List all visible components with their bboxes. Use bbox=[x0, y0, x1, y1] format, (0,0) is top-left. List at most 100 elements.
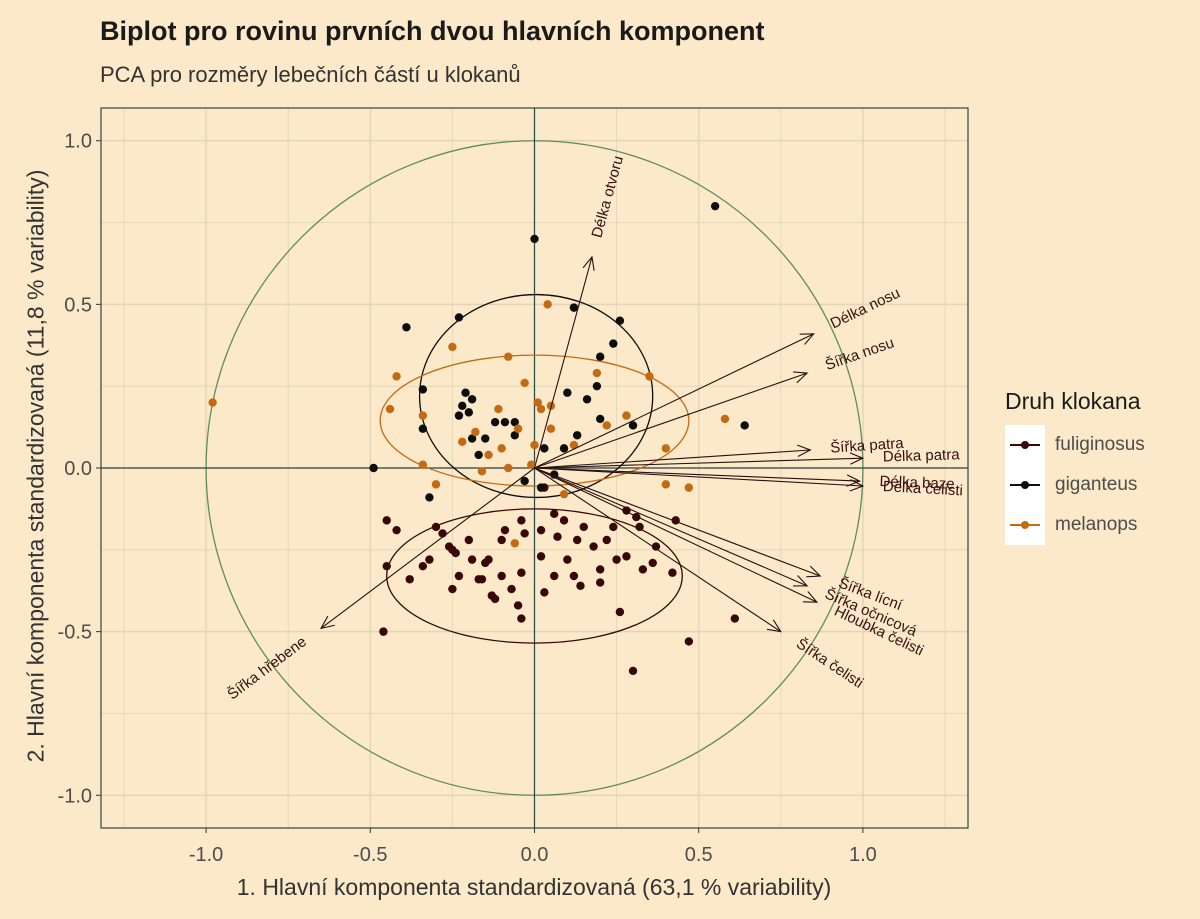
point-fuliginosus bbox=[451, 548, 460, 558]
arrow-shaft bbox=[534, 333, 814, 469]
y-tick-label: 1.0 bbox=[64, 131, 92, 153]
point-melanops bbox=[569, 440, 579, 450]
x-tick-label: 0.5 bbox=[685, 844, 713, 866]
arrow-shaft bbox=[534, 467, 860, 482]
arrow-head bbox=[319, 615, 335, 630]
loading-arrows bbox=[319, 255, 865, 633]
point-melanops bbox=[504, 463, 513, 473]
chart-title: Biplot pro rovinu prvních dvou hlavních … bbox=[100, 16, 765, 46]
point-fuliginosus bbox=[550, 571, 559, 581]
x-tick-label: -0.5 bbox=[353, 844, 387, 866]
point-melanops bbox=[504, 352, 513, 361]
point-giganteus bbox=[418, 424, 428, 433]
point-fuliginosus bbox=[382, 561, 391, 571]
loading-arrow bbox=[534, 333, 815, 469]
loading-arrow bbox=[534, 371, 809, 469]
point-giganteus bbox=[418, 385, 428, 394]
point-melanops bbox=[510, 539, 519, 548]
x-tick-label: -1.0 bbox=[189, 844, 223, 866]
point-fuliginosus bbox=[536, 525, 546, 535]
point-melanops bbox=[661, 480, 671, 489]
legend-label: giganteus bbox=[1055, 474, 1138, 495]
loading-arrow bbox=[319, 467, 535, 630]
point-giganteus bbox=[563, 388, 572, 397]
point-melanops bbox=[530, 440, 539, 450]
point-melanops bbox=[477, 467, 487, 476]
point-fuliginosus bbox=[405, 575, 414, 584]
point-fuliginosus bbox=[609, 522, 618, 532]
arrow-head bbox=[766, 619, 782, 633]
axis-ticks: -1.0 -0.5 0.0 0.5 1.0 -1.0 -0.5 0.0 0.5 1.0 bbox=[58, 131, 877, 866]
arrow-shaft bbox=[534, 467, 863, 487]
arrow-shaft bbox=[534, 467, 808, 587]
loading-arrow bbox=[534, 467, 782, 633]
legend-key bbox=[1005, 505, 1045, 545]
arrow-shaft bbox=[534, 372, 808, 469]
arrow-head bbox=[802, 591, 819, 603]
loading-label: Šířka hřebene bbox=[224, 633, 310, 703]
point-melanops bbox=[661, 444, 671, 453]
loading-label: Šířka nosu bbox=[823, 334, 896, 374]
point-giganteus bbox=[461, 388, 470, 397]
point-melanops bbox=[392, 372, 401, 381]
loading-arrow bbox=[534, 467, 865, 492]
point-giganteus bbox=[710, 201, 720, 211]
loading-label: Délka patra bbox=[883, 446, 961, 465]
point-melanops bbox=[622, 411, 631, 420]
arrow-head bbox=[846, 474, 861, 487]
point-giganteus bbox=[467, 395, 477, 404]
loading-arrow bbox=[533, 255, 595, 469]
legend-key-point bbox=[1021, 441, 1029, 449]
point-melanops bbox=[645, 372, 654, 381]
point-melanops bbox=[513, 424, 523, 433]
point-giganteus bbox=[510, 431, 519, 440]
point-fuliginosus bbox=[589, 542, 598, 551]
point-giganteus bbox=[500, 417, 510, 427]
legend-key bbox=[1005, 465, 1045, 505]
point-fuliginosus bbox=[431, 522, 441, 532]
y-tick-label: -0.5 bbox=[58, 622, 92, 644]
point-giganteus bbox=[474, 450, 483, 460]
point-fuliginosus bbox=[497, 571, 506, 581]
arrow-head bbox=[799, 333, 815, 345]
loading-arrow bbox=[534, 467, 819, 603]
point-melanops bbox=[458, 437, 467, 447]
point-fuliginosus bbox=[425, 555, 434, 564]
point-fuliginosus bbox=[579, 522, 588, 532]
point-giganteus bbox=[536, 483, 546, 492]
loading-arrow bbox=[534, 467, 809, 587]
point-fuliginosus bbox=[540, 588, 549, 597]
point-giganteus bbox=[609, 339, 618, 348]
point-fuliginosus bbox=[484, 555, 493, 564]
point-fuliginosus bbox=[628, 666, 638, 676]
point-melanops bbox=[418, 411, 428, 420]
point-fuliginosus bbox=[448, 584, 457, 594]
point-fuliginosus bbox=[684, 637, 694, 646]
point-fuliginosus bbox=[569, 571, 579, 581]
ellipse-layer bbox=[379, 293, 690, 644]
point-fuliginosus bbox=[651, 542, 661, 551]
y-axis-label: 2. Hlavní komponenta standardizovaná (11… bbox=[22, 169, 49, 763]
point-giganteus bbox=[540, 444, 549, 453]
point-giganteus bbox=[402, 323, 411, 332]
point-fuliginosus bbox=[668, 568, 677, 577]
point-melanops bbox=[559, 489, 569, 499]
arrow-shaft bbox=[533, 256, 593, 469]
point-fuliginosus bbox=[632, 512, 641, 522]
point-melanops bbox=[208, 398, 217, 407]
legend-item-fuliginosus: fuliginosus bbox=[1005, 425, 1145, 465]
point-melanops bbox=[543, 300, 552, 309]
arrow-shaft bbox=[534, 457, 863, 469]
point-giganteus bbox=[520, 476, 529, 486]
point-fuliginosus bbox=[553, 532, 562, 541]
point-fuliginosus bbox=[454, 571, 464, 581]
point-fuliginosus bbox=[550, 509, 559, 519]
y-tick-label: -1.0 bbox=[58, 785, 92, 807]
loading-arrow bbox=[534, 444, 812, 469]
point-fuliginosus bbox=[517, 568, 526, 577]
point-fuliginosus bbox=[464, 535, 474, 545]
point-melanops bbox=[448, 342, 457, 352]
point-fuliginosus bbox=[382, 516, 391, 525]
